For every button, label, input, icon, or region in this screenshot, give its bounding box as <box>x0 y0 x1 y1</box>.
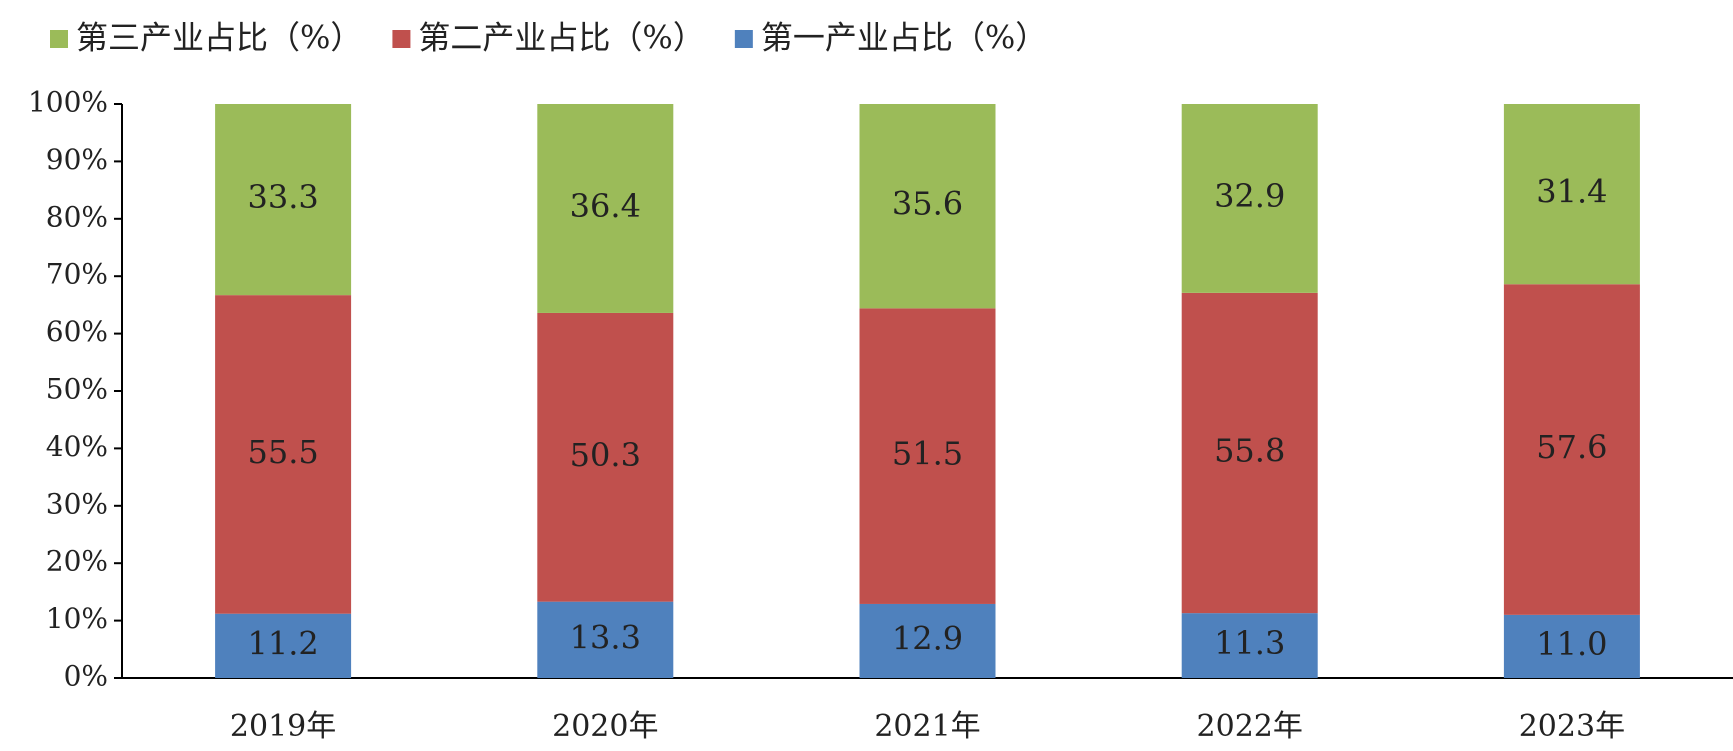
bar-segment <box>537 601 674 678</box>
legend-label: 第二产业占比（%） <box>418 19 704 57</box>
bar-segment <box>1503 284 1640 615</box>
bar-segment <box>215 613 352 678</box>
y-tick-label: 40% <box>46 430 108 463</box>
y-tick-label: 20% <box>46 545 108 578</box>
data-label: 13.3 <box>570 618 641 656</box>
data-label: 32.9 <box>1214 177 1285 215</box>
legend-swatch <box>734 30 753 48</box>
bar-segment <box>1181 292 1318 614</box>
x-tick-label: 2020年 <box>552 709 658 744</box>
bar-segment <box>1503 614 1640 678</box>
y-tick-label: 100% <box>28 86 108 119</box>
bar-segment <box>537 312 674 602</box>
data-label: 35.6 <box>892 185 963 223</box>
bar-segment <box>215 104 352 296</box>
data-label: 33.3 <box>247 178 318 216</box>
x-tick-label: 2021年 <box>874 709 980 744</box>
y-tick-label: 10% <box>46 602 108 635</box>
legend-swatch <box>392 30 411 48</box>
data-label: 31.4 <box>1536 173 1607 211</box>
bar-segment <box>215 295 352 614</box>
y-tick-label: 90% <box>46 143 108 176</box>
data-label: 51.5 <box>892 435 963 473</box>
y-tick-label: 30% <box>46 487 108 520</box>
data-label: 57.6 <box>1536 428 1607 466</box>
y-tick-label: 0% <box>64 660 108 693</box>
legend-label: 第一产业占比（%） <box>761 19 1047 57</box>
data-label: 55.8 <box>1214 431 1285 469</box>
data-label: 50.3 <box>570 436 641 474</box>
bar-segment <box>859 603 996 678</box>
y-tick-label: 80% <box>46 200 108 233</box>
bar-segment <box>537 104 674 313</box>
y-tick-label: 70% <box>46 258 108 291</box>
data-label: 11.2 <box>247 624 318 662</box>
x-tick-label: 2023年 <box>1519 709 1625 744</box>
data-label: 11.3 <box>1214 624 1285 662</box>
y-tick-label: 60% <box>46 315 108 348</box>
bar-segment <box>1181 613 1318 678</box>
data-label: 36.4 <box>570 187 641 225</box>
data-label: 11.0 <box>1536 625 1607 663</box>
data-label: 12.9 <box>892 619 963 657</box>
legend-label: 第三产业占比（%） <box>76 19 362 57</box>
y-tick-label: 50% <box>46 373 108 406</box>
legend-swatch <box>50 30 68 48</box>
bar-segment <box>1181 104 1318 293</box>
x-tick-label: 2022年 <box>1197 709 1303 744</box>
x-tick-label: 2019年 <box>230 709 336 744</box>
bar-segment <box>859 308 996 604</box>
bar-segment <box>1503 104 1640 285</box>
data-label: 55.5 <box>247 433 318 471</box>
bar-segment <box>859 104 996 309</box>
